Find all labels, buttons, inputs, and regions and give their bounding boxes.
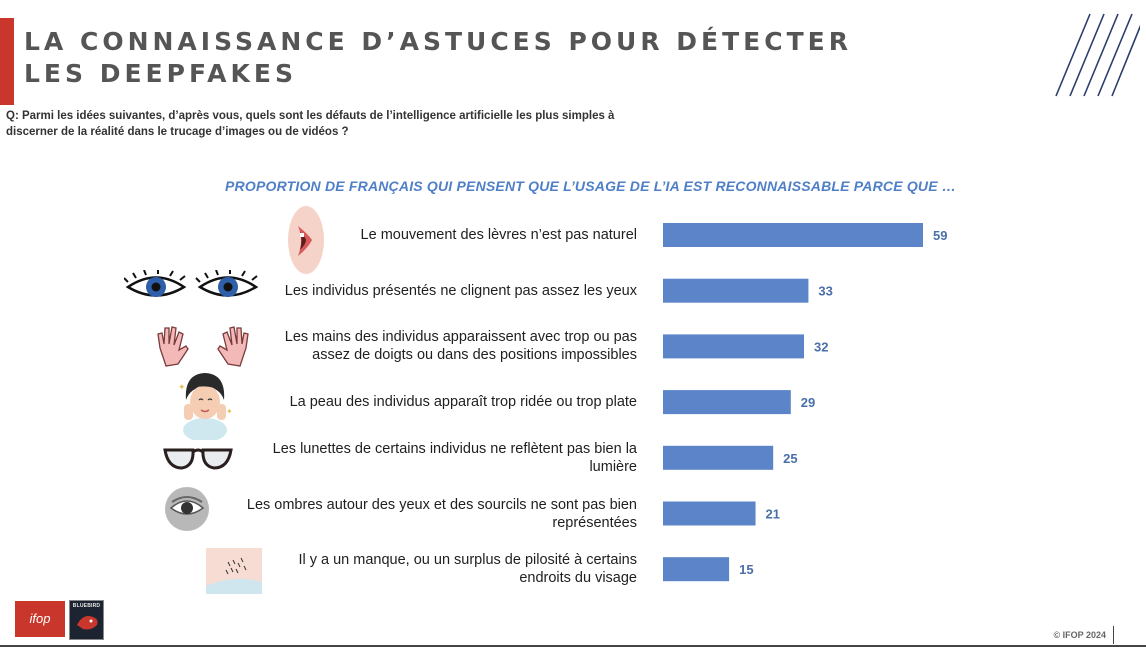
bar-7 <box>663 557 730 582</box>
value-label-1: 59 <box>933 228 947 243</box>
eyes-icon <box>124 270 259 297</box>
bar-2 <box>663 278 809 303</box>
bird-icon <box>76 616 97 630</box>
chart-title: PROPORTION DE FRANÇAIS QUI PENSENT QUE L… <box>225 178 957 194</box>
svg-text:✦: ✦ <box>226 407 233 416</box>
ifop-logo: ifop <box>15 601 65 637</box>
value-label-5: 25 <box>783 451 797 466</box>
category-label-3: Les mains des individus apparaissent ave… <box>284 329 637 364</box>
copyright: © IFOP 2024 <box>1053 630 1107 640</box>
bar-6 <box>663 501 756 526</box>
value-label-7: 15 <box>739 562 753 577</box>
value-label-3: 32 <box>814 339 828 354</box>
woman-face-icon: ✦ ✦ <box>178 373 233 440</box>
bar-4 <box>663 390 791 415</box>
category-label-2: Les individus présentés ne clignent pas … <box>284 282 637 299</box>
category-label-4: La peau des individus apparaît trop ridé… <box>289 394 637 411</box>
decorative-stripes-icon <box>1055 13 1140 97</box>
hairy-skin-icon <box>206 548 262 594</box>
page-title: LA CONNAISSANCE D’ASTUCES POUR DÉTECTER … <box>24 27 852 88</box>
category-label-1: Le mouvement des lèvres n’est pas nature… <box>360 227 637 243</box>
value-label-6: 21 <box>766 507 780 522</box>
category-label-5: Les lunettes de certains individus ne re… <box>272 440 637 475</box>
bluebird-logo-text: BLUEBIRD <box>72 603 101 609</box>
footer-tick <box>1113 626 1114 644</box>
survey-question: Q: Parmi les idées suivantes, d’après vo… <box>6 110 615 138</box>
footer-divider <box>0 645 1146 647</box>
category-label-7: Il y a un manque, ou un surplus de pilos… <box>298 552 637 587</box>
accent-bar <box>0 18 14 105</box>
eye-shadow-icon <box>165 487 209 531</box>
value-label-2: 33 <box>818 284 832 299</box>
bar-3 <box>663 334 805 359</box>
svg-text:✦: ✦ <box>178 382 186 392</box>
bar-5 <box>663 445 774 470</box>
lips-icon <box>288 206 324 274</box>
hands-icon <box>157 326 249 367</box>
bar-1 <box>663 223 923 247</box>
category-label-6: Les ombres autour des yeux et des sourci… <box>246 496 637 531</box>
glasses-icon <box>163 448 233 470</box>
value-label-4: 29 <box>801 395 815 410</box>
bluebird-logo: BLUEBIRD <box>69 600 104 640</box>
